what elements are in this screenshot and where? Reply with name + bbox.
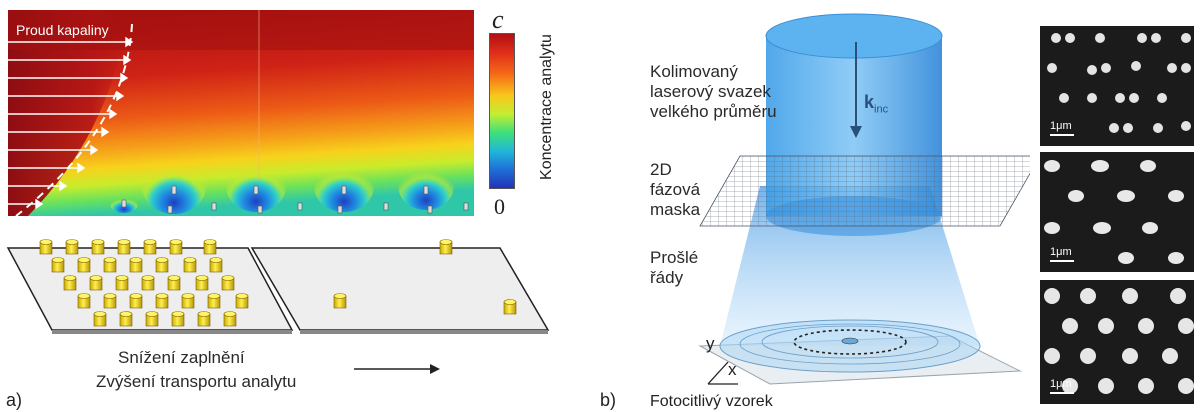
beam-label: Kolimovaný laserový svazek velkého průmě… bbox=[650, 62, 777, 122]
colorbar-bottom-label: 0 bbox=[494, 194, 505, 219]
panel-a: Proud kapaliny c 0 Koncentrace analytu bbox=[0, 0, 600, 412]
sem-scale-3: 1μm bbox=[1050, 378, 1072, 390]
beam-label-line-3: velkého průměru bbox=[650, 102, 777, 121]
colorbar-top-label: c bbox=[492, 5, 504, 34]
mask-label-line-1: 2D bbox=[650, 160, 672, 179]
panel-a-label: a) bbox=[6, 390, 23, 410]
sem-image-2: 1μm bbox=[1040, 152, 1194, 272]
mask-label-line-2: fázová bbox=[650, 180, 701, 199]
caption-line-1: Snížení zaplnění bbox=[118, 348, 245, 367]
sem-particles-3 bbox=[1044, 288, 1194, 394]
laser-setup-illustration bbox=[698, 13, 1030, 385]
axis-x-label: x bbox=[728, 360, 737, 379]
sem-particles-2 bbox=[1044, 160, 1184, 264]
orders-label-line-1: Prošlé bbox=[650, 248, 699, 267]
k-vector-label: kinc bbox=[864, 92, 888, 116]
concentration-field bbox=[8, 10, 474, 216]
sem-scale-1: 1μm bbox=[1050, 120, 1072, 132]
axis-y-label: y bbox=[706, 334, 715, 353]
sem-scale-2: 1μm bbox=[1050, 246, 1072, 258]
sem-image-1: 1μm bbox=[1040, 26, 1194, 146]
sample-label: Fotocitlivý vzorek bbox=[650, 393, 773, 410]
colorbar-axis-label: Koncentrace analytu bbox=[538, 34, 555, 180]
beam-label-line-1: Kolimovaný bbox=[650, 62, 738, 81]
orders-label-line-2: řády bbox=[650, 268, 684, 287]
k-label: k bbox=[864, 92, 875, 112]
beam-label-line-2: laserový svazek bbox=[650, 82, 771, 101]
flow-label: Proud kapaliny bbox=[16, 22, 109, 38]
sem-image-3: 1μm bbox=[1040, 280, 1194, 404]
mask-label: 2D fázová maska bbox=[650, 160, 700, 220]
panel-b: kinc Kolimovaný laserový svazek velkého … bbox=[600, 0, 1201, 412]
caption-line-2: Zvýšení transportu analytu bbox=[96, 372, 297, 391]
sem-particles-1 bbox=[1047, 33, 1191, 136]
mask-label-line-3: maska bbox=[650, 200, 701, 219]
orders-label: Prošlé řády bbox=[650, 248, 698, 288]
panel-b-label: b) bbox=[600, 390, 617, 410]
arrow-right-icon bbox=[354, 364, 440, 374]
colorbar bbox=[489, 33, 515, 189]
k-subscript: inc bbox=[874, 103, 889, 116]
substrate-illustration bbox=[6, 239, 550, 334]
